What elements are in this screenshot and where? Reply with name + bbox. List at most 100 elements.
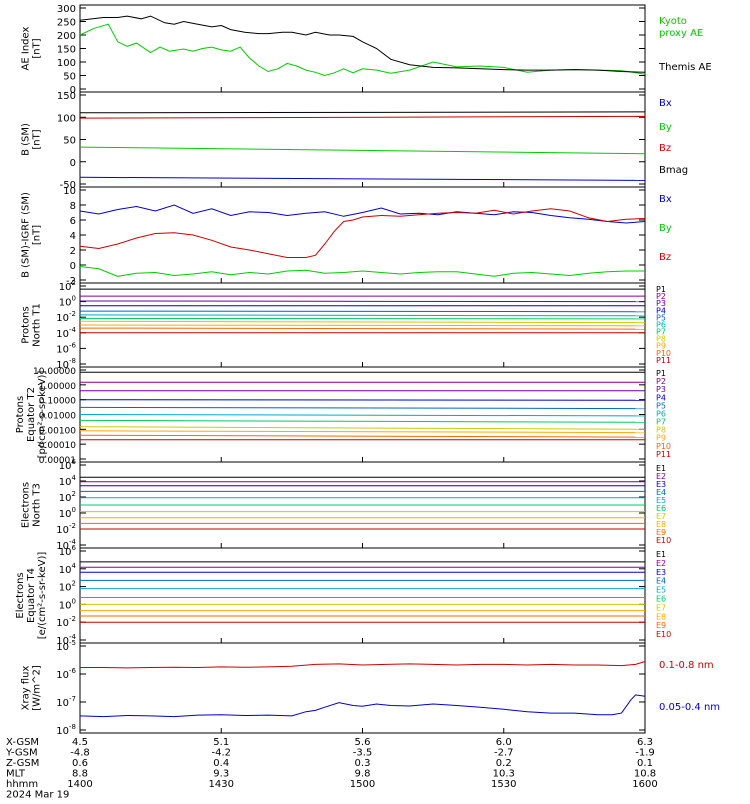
y-tick-label: 100	[59, 597, 76, 611]
y-tick-label: 300	[57, 4, 76, 15]
x-axis-table: X-GSM 4.5 5.1 5.6 6.0 6.3 Y-GSM -4.8 -4.2 -3.5 -2.…	[5, 737, 658, 801]
y-tick-label: 6	[70, 216, 76, 227]
x-axis-value: -3.5	[353, 748, 373, 759]
y-axis-label-line: [nT]	[32, 225, 43, 245]
y-axis-label-line: [nT]	[32, 38, 43, 58]
series-line	[79, 320, 646, 324]
y-tick-exponent: 0	[72, 295, 76, 303]
panel-ae: 0 50 100 150 200 250 300 AE Index[nT] Kyotoproxy…	[21, 4, 712, 96]
y-axis-label: Xray flux[W/m^2]	[21, 665, 43, 711]
y-axis-label-line: Equator T4	[26, 568, 37, 623]
y-tick-label: 106	[59, 544, 77, 558]
series-line	[79, 115, 646, 119]
x-axis-row-label: X-GSM	[6, 737, 39, 748]
x-axis-value: 8.8	[72, 769, 88, 780]
y-axis-label: ElectronsEquator T4[e/(cm²-s-sr-keV)]	[15, 552, 48, 640]
legend-label: E6	[656, 595, 666, 604]
date-label: 2024 Mar 19	[6, 790, 69, 801]
y-tick-label: 10-4	[56, 326, 76, 340]
y-tick-label: 8	[70, 201, 76, 212]
x-axis-value: 0.4	[213, 758, 229, 769]
series-line	[79, 176, 646, 181]
series-line	[79, 314, 646, 317]
series-line	[79, 23, 646, 77]
panel-frame	[79, 186, 646, 284]
y-tick-label: 10-6	[56, 341, 76, 355]
x-axis-value: 6.0	[496, 737, 512, 748]
legend-label: E5	[656, 586, 666, 595]
y-tick-label: 4	[70, 231, 76, 242]
y-tick-label: 100	[59, 506, 76, 520]
y-tick-label: -50	[60, 180, 76, 191]
x-axis-row-label: Y-GSM	[5, 748, 38, 759]
series-line	[79, 266, 645, 277]
y-axis-label-line: [e/(cm²-s-sr-keV)]	[37, 552, 48, 640]
y-tick-label: 10-2	[56, 522, 76, 536]
legend-label: E9	[656, 621, 666, 630]
y-tick-label: 0	[70, 158, 76, 169]
legend-label: P1	[656, 285, 666, 294]
legend-label: P2	[656, 377, 666, 386]
x-axis-value: 0.2	[496, 758, 512, 769]
y-tick-label: 50	[63, 136, 76, 147]
y-axis-label-line: Electrons	[15, 572, 26, 618]
y-tick-exponent: -4	[69, 326, 77, 334]
y-tick-exponent: -8	[69, 723, 76, 731]
x-axis-value: -4.8	[70, 748, 90, 759]
legend-label: 0.1-0.8 nm	[659, 660, 714, 671]
y-tick-exponent: 2	[72, 490, 76, 498]
legend-label: By	[659, 122, 672, 133]
y-tick-exponent: -4	[69, 538, 77, 546]
y-axis-label-line: B (SM)	[21, 123, 32, 156]
series-line	[79, 208, 646, 258]
x-axis-value: -1.9	[635, 748, 655, 759]
panel-dbx: -2 0 2 4 6 8 10 B (SM)-IGRF (SM)[nT] Bx By Bz	[21, 186, 672, 287]
legend-label: P10	[656, 349, 671, 358]
series-line	[79, 300, 646, 303]
legend-label: P9	[656, 342, 666, 351]
legend-label: P8	[656, 426, 666, 435]
y-axis-label: B (SM)[nT]	[21, 123, 43, 156]
y-tick-label: 10-2	[56, 310, 76, 324]
y-tick-exponent: 6	[72, 544, 77, 552]
y-tick-label: 104	[59, 562, 77, 576]
legend-label: Bx	[659, 98, 672, 109]
legend-label: P2	[656, 292, 666, 301]
series-line	[79, 430, 646, 434]
series-line	[80, 661, 646, 669]
y-tick-label: 150	[57, 91, 76, 102]
y-tick-label: 10-2	[56, 615, 76, 629]
legend-label: P3	[656, 299, 666, 308]
legend-label: E9	[656, 528, 666, 537]
legend-label: proxy AE	[659, 28, 703, 39]
legend-label: E5	[656, 496, 666, 505]
y-tick-label: 100	[57, 58, 76, 69]
legend-label: P11	[656, 356, 671, 365]
series-line	[79, 327, 646, 330]
series-line	[79, 406, 646, 410]
y-tick-label: 102	[59, 279, 76, 293]
series-line	[79, 317, 646, 320]
series-line	[79, 694, 646, 718]
y-tick-label: 0	[70, 261, 76, 272]
legend-label: E10	[656, 536, 671, 545]
legend-label: Bz	[659, 143, 671, 154]
x-axis-value: 1430	[209, 779, 234, 790]
legend-label: E1	[656, 464, 666, 473]
y-tick-label: 104	[59, 474, 77, 488]
y-tick-exponent: 4	[72, 474, 77, 482]
y-axis-label-line: [p/(cm²-s-sr-keV)]	[37, 371, 48, 459]
series-line	[79, 399, 646, 401]
x-axis-row-label: MLT	[6, 769, 26, 780]
y-tick-exponent: -2	[69, 310, 76, 318]
y-tick-label: 10-7	[56, 695, 76, 709]
x-axis-value: 1500	[350, 779, 375, 790]
legend-label: P9	[656, 434, 666, 443]
y-tick-exponent: -4	[69, 633, 77, 641]
series-line	[79, 15, 646, 73]
legend-label: E6	[656, 504, 666, 513]
y-axis-label-line: AE Index	[21, 26, 32, 70]
